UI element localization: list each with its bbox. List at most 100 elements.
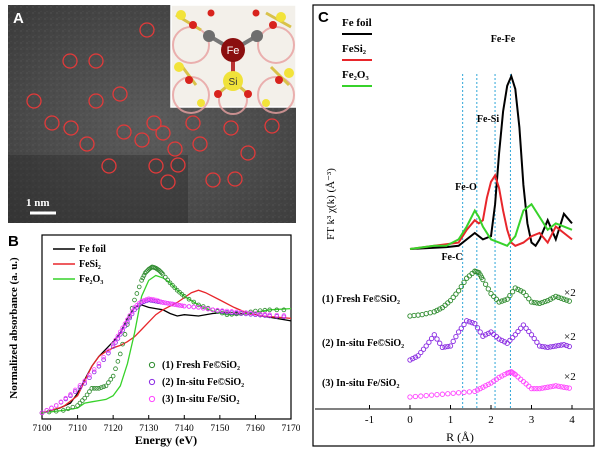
series-marker — [412, 354, 419, 360]
series-marker — [229, 312, 235, 317]
series-marker — [229, 309, 235, 314]
series-marker — [550, 383, 556, 389]
series-marker — [501, 339, 508, 345]
series-marker — [144, 297, 149, 302]
series-marker — [243, 310, 249, 315]
series-marker — [167, 280, 173, 286]
series-marker — [431, 309, 437, 315]
series-marker — [555, 294, 562, 300]
series-marker — [561, 341, 567, 348]
series-marker — [455, 329, 462, 335]
series-marker — [77, 385, 83, 390]
series-marker — [165, 300, 170, 306]
series-marker — [117, 329, 123, 335]
series-marker — [91, 369, 97, 375]
legend-label: (3) In-situ Fe/SiO₂ — [162, 394, 239, 405]
series-marker — [547, 344, 554, 350]
series-marker — [134, 305, 140, 310]
series-marker — [547, 384, 554, 390]
series-marker — [142, 270, 148, 276]
series-marker — [496, 299, 502, 305]
series-marker — [536, 343, 543, 349]
series-marker — [407, 357, 413, 363]
series-marker — [200, 305, 206, 311]
series-marker — [186, 296, 192, 302]
series-marker — [215, 307, 220, 313]
series-marker — [140, 275, 146, 281]
series-marker — [191, 299, 197, 305]
series-marker — [157, 268, 162, 273]
series-marker — [49, 405, 54, 411]
series-marker — [542, 385, 548, 391]
series-marker — [153, 297, 159, 303]
series-marker — [61, 408, 66, 413]
series-marker — [561, 296, 567, 302]
series-marker — [447, 343, 454, 349]
series-marker — [520, 289, 527, 295]
series-marker — [461, 321, 467, 328]
scale-bar-label: 1 nm — [26, 197, 50, 209]
series-marker — [453, 334, 459, 340]
atom-marker-circle — [185, 115, 201, 131]
legend-label: FeSi₂ — [79, 259, 101, 270]
series-marker — [461, 389, 467, 395]
series-marker — [558, 342, 564, 348]
series-marker — [455, 288, 462, 294]
series-marker — [434, 336, 440, 342]
plot-frame — [41, 234, 292, 420]
x-tick-label: 0 — [407, 414, 413, 426]
series-marker — [110, 341, 116, 347]
series-marker — [545, 344, 551, 351]
series-marker — [450, 390, 456, 396]
series-marker — [528, 299, 535, 305]
atom-marker-circle — [116, 124, 132, 140]
series-marker — [89, 386, 95, 391]
series-marker — [509, 289, 516, 295]
series-marker — [418, 349, 424, 356]
series-marker — [120, 341, 125, 347]
series-marker — [122, 321, 128, 327]
legend-top: Fe foil FeSi₂ Fe₂O₃ — [53, 244, 106, 285]
series-marker — [507, 292, 513, 299]
series-marker — [96, 361, 102, 367]
series-marker — [146, 296, 152, 302]
series-marker — [141, 273, 147, 278]
series-marker — [550, 343, 556, 350]
series-marker — [412, 393, 419, 400]
series-marker — [75, 403, 80, 408]
peak-annotation: Fe-C — [441, 252, 462, 263]
series-marker — [191, 304, 197, 310]
series-marker — [477, 385, 483, 392]
series-marker — [496, 374, 502, 381]
series-marker — [523, 325, 529, 331]
series-marker — [82, 395, 87, 401]
series-marker — [159, 270, 165, 276]
series-marker — [545, 384, 551, 390]
series-marker — [474, 387, 481, 393]
series-marker — [439, 391, 446, 397]
series-marker — [110, 373, 116, 379]
series-marker — [84, 392, 90, 398]
series-marker — [434, 307, 440, 314]
series-marker — [418, 393, 424, 399]
series-marker — [82, 381, 87, 386]
series-marker — [101, 384, 106, 389]
curve-label: (3) In-situ Fe/SiO₂ — [322, 378, 399, 389]
legend-label: Fe foil — [79, 244, 106, 255]
series-marker — [528, 332, 535, 338]
legend-label: (1) Fresh Fe©SiO₂ — [162, 360, 240, 371]
peak-annotations: Fe-Fe Fe-Si Fe-O Fe-C — [441, 34, 515, 263]
panel-a-tem-image: A 1 nm — [8, 5, 296, 223]
series-marker — [163, 300, 168, 306]
x-tick-label: 7130 — [139, 424, 158, 434]
series-marker — [563, 297, 570, 303]
series-marker — [151, 297, 156, 302]
series-marker — [445, 391, 451, 397]
atom-marker-circle — [205, 172, 221, 188]
series-marker — [113, 337, 118, 343]
series-marker — [526, 296, 532, 302]
series-marker — [453, 291, 459, 297]
atom-marker-circle — [79, 136, 95, 152]
series-marker — [134, 291, 140, 296]
series-marker — [507, 337, 513, 344]
